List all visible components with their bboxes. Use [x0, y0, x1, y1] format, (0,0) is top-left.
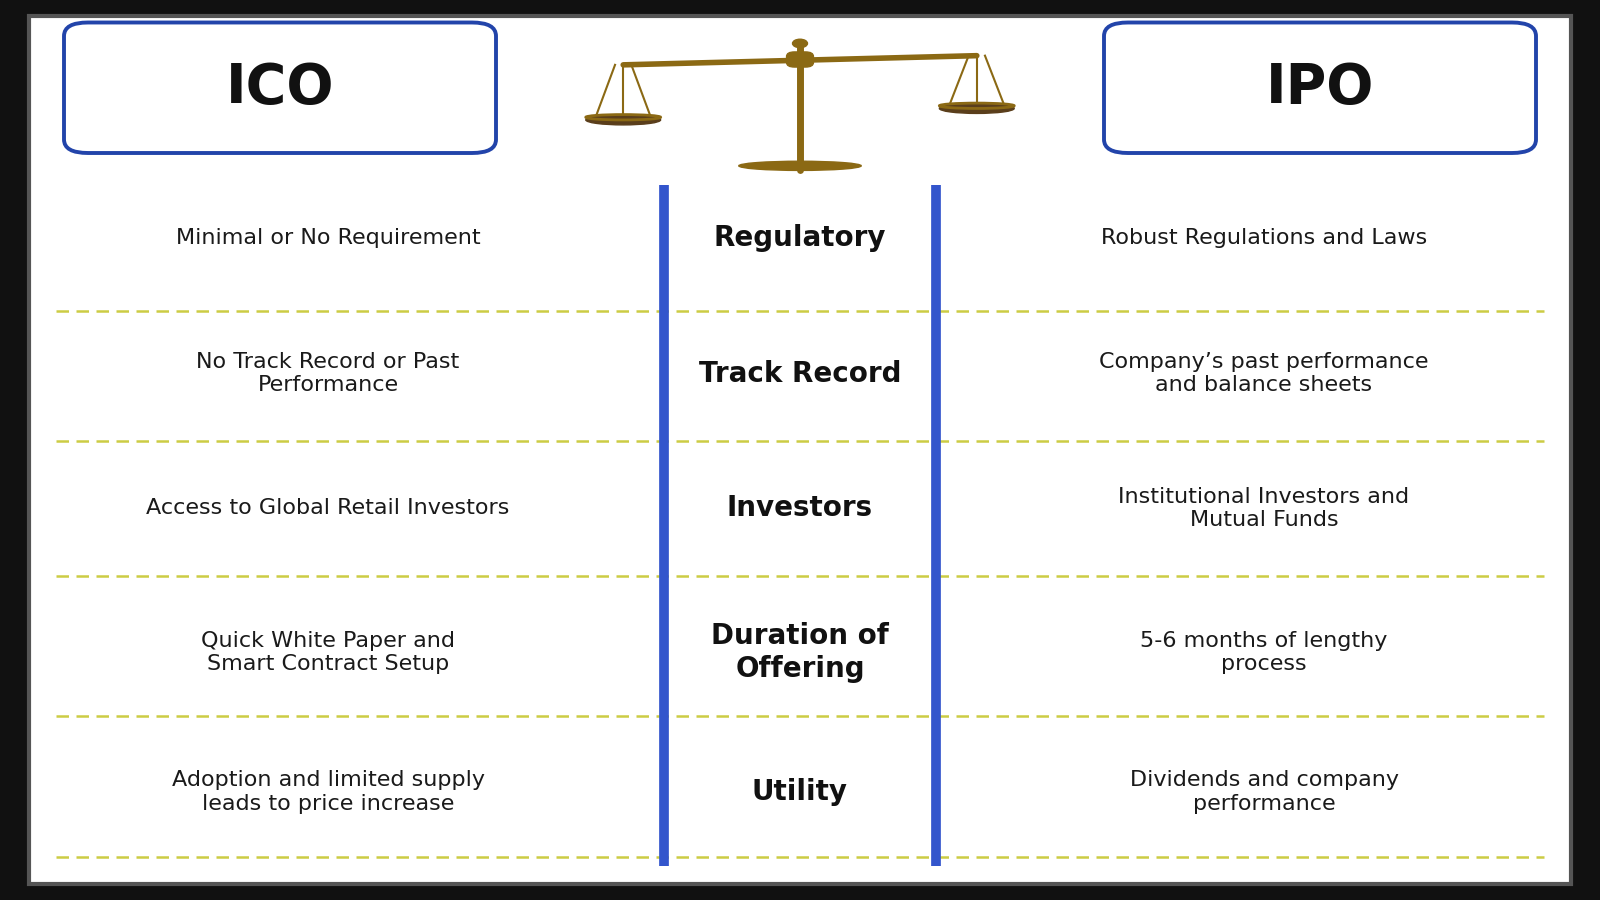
Text: 5-6 months of lengthy
process: 5-6 months of lengthy process [1141, 631, 1387, 674]
Ellipse shape [739, 161, 861, 170]
FancyBboxPatch shape [29, 16, 1571, 884]
Text: Adoption and limited supply
leads to price increase: Adoption and limited supply leads to pri… [171, 770, 485, 814]
Text: Utility: Utility [752, 778, 848, 806]
Text: Investors: Investors [726, 494, 874, 523]
Text: Track Record: Track Record [699, 359, 901, 388]
Ellipse shape [939, 104, 1014, 113]
Text: Dividends and company
performance: Dividends and company performance [1130, 770, 1398, 814]
Text: Quick White Paper and
Smart Contract Setup: Quick White Paper and Smart Contract Set… [202, 631, 454, 674]
Text: Company’s past performance
and balance sheets: Company’s past performance and balance s… [1099, 352, 1429, 395]
FancyBboxPatch shape [64, 22, 496, 153]
Text: ICO: ICO [226, 61, 334, 114]
Text: Regulatory: Regulatory [714, 224, 886, 253]
Text: Access to Global Retail Investors: Access to Global Retail Investors [146, 499, 510, 518]
FancyBboxPatch shape [787, 52, 813, 67]
FancyBboxPatch shape [1104, 22, 1536, 153]
Text: No Track Record or Past
Performance: No Track Record or Past Performance [197, 352, 459, 395]
Text: Minimal or No Requirement: Minimal or No Requirement [176, 229, 480, 248]
Text: Duration of
Offering: Duration of Offering [710, 622, 890, 683]
Ellipse shape [586, 115, 661, 125]
Circle shape [792, 40, 808, 48]
Text: IPO: IPO [1266, 61, 1374, 114]
Text: Robust Regulations and Laws: Robust Regulations and Laws [1101, 229, 1427, 248]
Text: Institutional Investors and
Mutual Funds: Institutional Investors and Mutual Funds [1118, 487, 1410, 530]
